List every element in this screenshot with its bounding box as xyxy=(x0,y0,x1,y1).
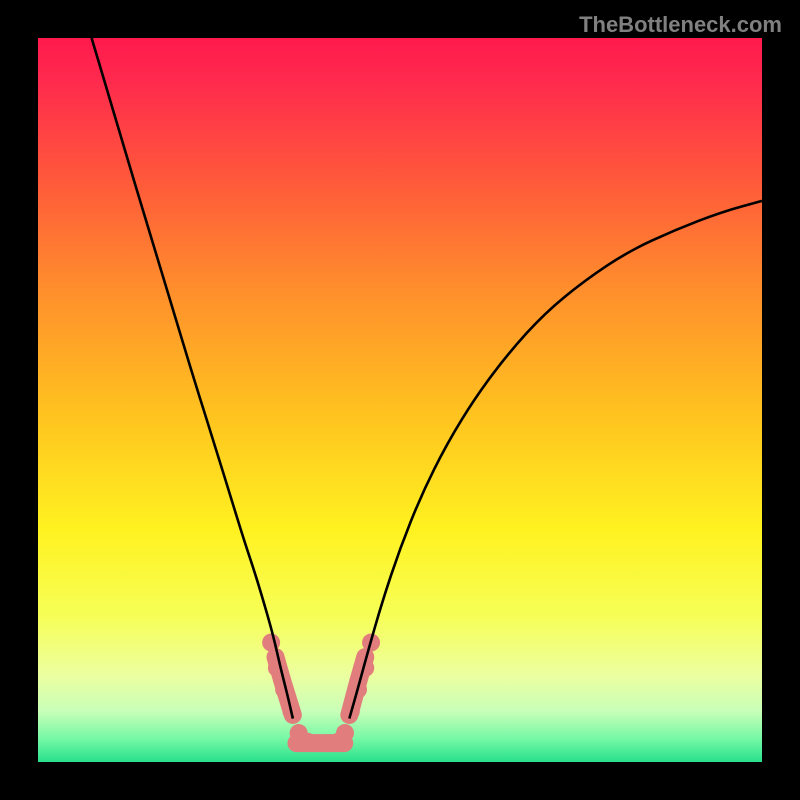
plot-background xyxy=(38,38,762,762)
watermark-text: TheBottleneck.com xyxy=(579,12,782,38)
chart-stage: TheBottleneck.com xyxy=(0,0,800,800)
chart-svg xyxy=(0,0,800,800)
